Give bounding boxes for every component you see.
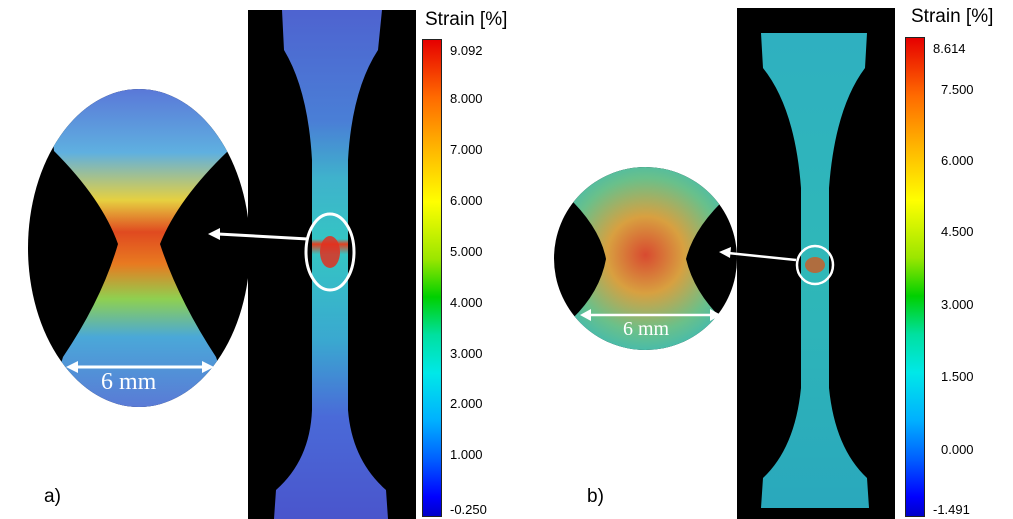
panel-a-specimen-image — [248, 10, 416, 519]
panel-b-scale-label: 6 mm — [623, 318, 670, 340]
panel-a-tick: 4.000 — [450, 295, 483, 310]
panel-a-tick: 9.092 — [450, 43, 483, 58]
panel-b-specimen-image — [737, 8, 895, 519]
panel-a-tick: 2.000 — [450, 396, 483, 411]
panel-b-arrow — [719, 247, 797, 262]
panel-b-legend-title: Strain [%] — [911, 6, 994, 27]
panel-b-label: b) — [587, 486, 604, 507]
panel-a-tick: 8.000 — [450, 91, 483, 106]
panel-a-tick: 6.000 — [450, 193, 483, 208]
panel-b-tick: 7.500 — [941, 82, 974, 97]
panel-b-tick: 0.000 — [941, 442, 974, 457]
panel-a-colorbar — [422, 39, 442, 517]
panel-b-colorbar — [905, 37, 925, 517]
panel-b-magnified-inset — [554, 167, 737, 350]
panel-a-legend-title: Strain [%] — [425, 9, 508, 30]
panel-a-tick: 5.000 — [450, 244, 483, 259]
panel-a-magnified-inset — [28, 89, 250, 407]
panel-b-tick: 1.500 — [941, 369, 974, 384]
panel-a-tick: 7.000 — [450, 142, 483, 157]
panel-b-tick: -1.491 — [933, 502, 970, 517]
panel-a-tick: 3.000 — [450, 346, 483, 361]
panel-a-tick: 1.000 — [450, 447, 483, 462]
panel-a-scale-label: 6 mm — [101, 369, 157, 395]
panel-a-label: a) — [44, 486, 61, 507]
panel-a-tick: -0.250 — [450, 502, 487, 517]
panel-b-tick: 8.614 — [933, 41, 966, 56]
panel-a-arrow — [208, 228, 309, 241]
panel-b-tick: 4.500 — [941, 224, 974, 239]
panel-b-tick: 3.000 — [941, 297, 974, 312]
panel-b-tick: 6.000 — [941, 153, 974, 168]
